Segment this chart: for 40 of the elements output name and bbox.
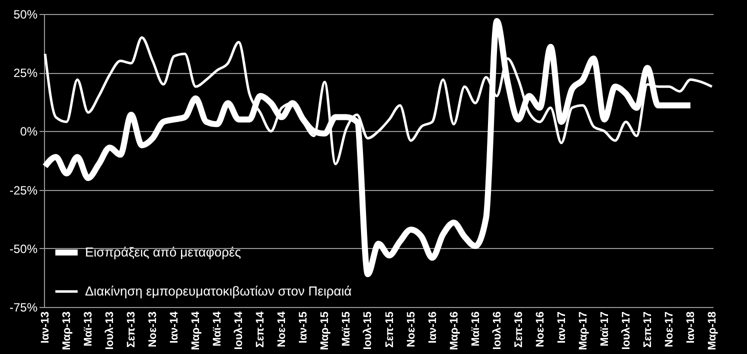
x-tick-label: Μαρ-17 [577, 312, 590, 350]
x-tick-label: Μαρ-16 [448, 312, 460, 350]
x-tick-label: Σεπ-16 [512, 312, 525, 348]
y-tick-label: -25% [9, 183, 38, 198]
x-tick-label: Ιαν-17 [556, 312, 568, 344]
x-tick-label: Ιαν-14 [168, 310, 181, 344]
x-tick-label: Σεπ-13 [126, 312, 138, 348]
legend-label: Εισπράξεις από μεταφορές [85, 244, 242, 260]
y-tick-label: 50% [13, 8, 38, 22]
x-tick-label: Νοε-15 [405, 312, 418, 348]
x-tick-label: Ιουλ-16 [491, 312, 504, 350]
legend-label: Διακίνηση εμπορευματοκιβωτίων στον Πειραιά [85, 284, 352, 298]
x-tick-label: Νοε-14 [276, 310, 288, 348]
y-tick-label: -75% [9, 300, 38, 314]
x-tick-label: Νοε-16 [534, 312, 546, 348]
x-tick-label: Νοε-17 [663, 312, 676, 348]
x-tick-label: Μαϊ-13 [82, 312, 95, 346]
y-tick-label: 25% [13, 66, 38, 80]
y-tick-label: 0% [20, 124, 38, 139]
x-tick-label: Μαϊ-16 [470, 312, 482, 346]
x-tick-label: Σεπ-15 [384, 312, 396, 348]
x-tick-label: Ιουλ-14 [233, 310, 246, 350]
x-tick-label: Νοε-13 [147, 312, 160, 348]
x-tick-label: Σεπ-17 [642, 312, 654, 348]
y-tick-label: -50% [9, 242, 38, 256]
x-tick-label: Μαρ-13 [61, 312, 74, 350]
x-tick-label: Μαρ-14 [190, 310, 202, 350]
x-tick-label: Ιουλ-15 [362, 312, 374, 350]
x-tick-label: Ιαν-15 [298, 312, 310, 344]
x-tick-label: Μαρ-18 [706, 312, 718, 350]
x-tick-label: Μαϊ-15 [340, 312, 353, 346]
x-tick-label: Ιαν-13 [40, 312, 52, 344]
x-tick-label: Σεπ-14 [254, 310, 267, 348]
x-tick-label: Ιουλ-13 [104, 312, 116, 350]
x-tick-label: Ιαν-18 [684, 312, 697, 344]
x-tick-label: Μαϊ-17 [598, 312, 611, 346]
x-tick-label: Ιουλ-17 [620, 312, 632, 350]
x-tick-label: Μαρ-15 [319, 312, 332, 350]
x-tick-label: Μαϊ-14 [212, 310, 224, 346]
x-tick-label: Ιαν-16 [426, 312, 439, 344]
